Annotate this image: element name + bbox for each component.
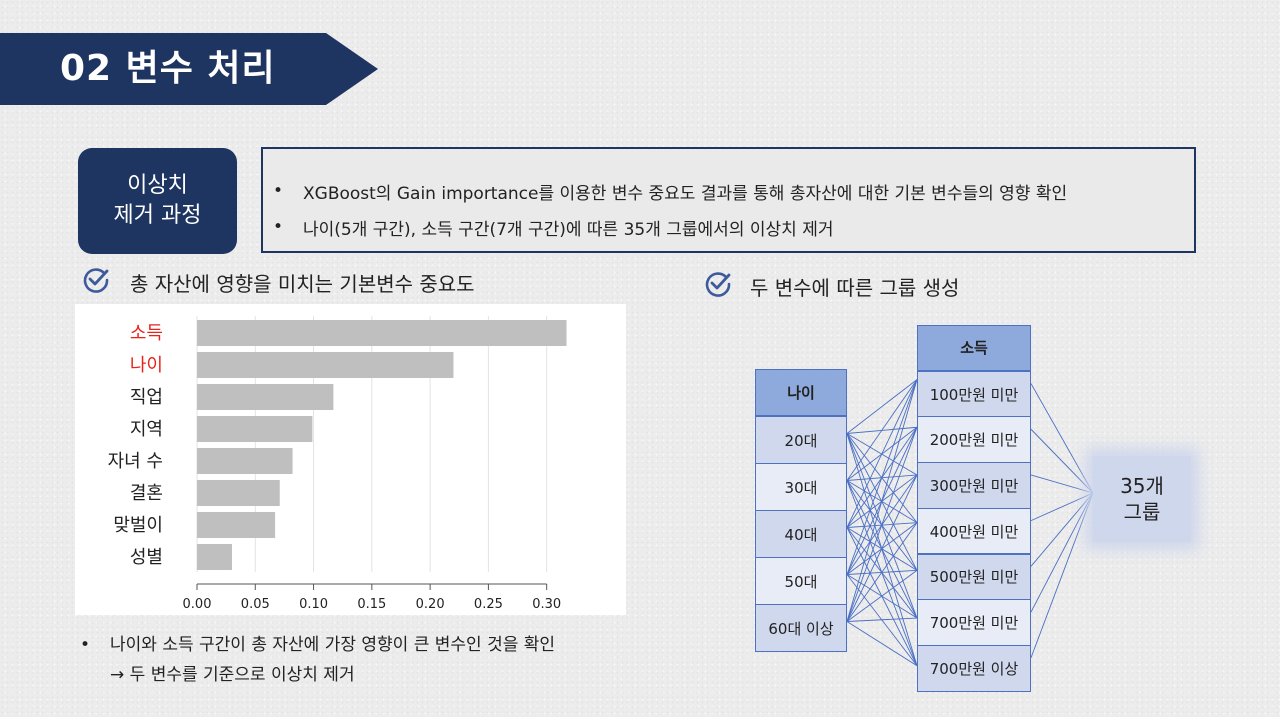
bar <box>197 544 232 570</box>
category-label: 자녀 수 <box>108 451 163 472</box>
bullet: • <box>273 217 284 237</box>
x-tick-label: 0.00 <box>183 597 212 612</box>
result-link-line <box>1030 383 1094 494</box>
age-group-box: 50대 <box>755 557 847 605</box>
badge-line-2: 제거 과정 <box>113 203 202 228</box>
result-link-line <box>1030 474 1094 494</box>
income-header: 소득 <box>917 325 1031 371</box>
income-group-box: 100만원 미만 <box>917 370 1031 418</box>
bar <box>197 384 334 410</box>
info-item: • XGBoost의 Gain importance를 이용한 변수 중요도 결… <box>273 173 1194 209</box>
link-line <box>846 379 918 481</box>
income-group-box: 700만원 이상 <box>917 644 1031 692</box>
category-label: 직업 <box>130 387 163 408</box>
bar <box>197 448 293 474</box>
check-circle-icon <box>83 268 109 293</box>
age-header: 나이 <box>755 369 847 416</box>
result-link-line <box>1030 492 1094 613</box>
info-text-1: XGBoost의 Gain importance를 이용한 변수 중요도 결과를… <box>303 183 1068 204</box>
connection-lines <box>846 379 1094 667</box>
bar <box>197 512 276 538</box>
result-label: 그룹 <box>1123 500 1161 524</box>
badge-line-1: 이상치 <box>127 173 188 198</box>
category-label: 소득 <box>130 323 163 344</box>
category-label: 결혼 <box>130 483 163 504</box>
category-label: 맞벌이 <box>113 515 163 536</box>
age-group-box: 60대 이상 <box>755 604 847 652</box>
group-diagram: 나이 20대 30대 40대 50대 60대 이상 소득 100만원 미만 200만원 미만 30… <box>755 325 1195 695</box>
result-link-line <box>1030 428 1094 494</box>
bar <box>197 416 313 442</box>
link-line <box>846 379 918 528</box>
link-line <box>846 522 918 622</box>
bar <box>197 320 567 346</box>
income-group-box: 400만원 미만 <box>917 507 1031 555</box>
x-tick-label: 0.25 <box>474 597 503 612</box>
category-label: 나이 <box>130 355 163 376</box>
category-label: 성별 <box>130 547 163 568</box>
page-title: 02 변수 처리 <box>60 48 276 89</box>
bar <box>197 352 454 378</box>
x-tick-label: 0.30 <box>532 597 561 612</box>
group-section-title: 두 변수에 따른 그룹 생성 <box>750 276 960 300</box>
x-tick-label: 0.15 <box>357 597 386 612</box>
section-banner: 02 변수 처리 <box>0 33 378 105</box>
process-badge: 이상치 제거 과정 <box>78 148 237 254</box>
banner-shape <box>0 33 378 105</box>
income-group-box: 200만원 미만 <box>917 416 1031 464</box>
link-line <box>846 379 918 575</box>
link-line <box>846 474 918 622</box>
info-item: • 나이(5개 구간), 소득 구간(7개 구간)에 따른 35개 그룹에서의 … <box>273 209 1194 245</box>
note-line-2: → 두 변수를 기준으로 이상치 제거 <box>110 665 355 685</box>
age-group-box: 40대 <box>755 510 847 558</box>
link-line <box>846 379 918 622</box>
link-line <box>846 569 918 622</box>
result-link-line <box>1030 492 1094 522</box>
link-line <box>846 617 918 622</box>
link-line <box>846 621 918 667</box>
age-group-box: 20대 <box>755 416 847 464</box>
bullet: • <box>273 181 284 201</box>
bar <box>197 480 280 506</box>
x-tick-label: 0.10 <box>299 597 328 612</box>
link-line <box>846 427 918 622</box>
income-group-box: 700만원 미만 <box>917 599 1031 646</box>
result-group-box: 35개 그룹 <box>1093 456 1191 542</box>
link-line <box>846 379 918 434</box>
check-circle-icon <box>705 272 731 297</box>
note-line-1: 나이와 소득 구간이 총 자산에 가장 영향이 큰 변수인 것을 확인 <box>110 635 556 655</box>
category-label: 지역 <box>130 419 163 440</box>
bullet: • <box>80 635 91 655</box>
result-link-line <box>1030 492 1094 658</box>
x-tick-label: 0.20 <box>416 597 445 612</box>
result-count: 35개 <box>1120 474 1164 498</box>
conclusion-note: • 나이와 소득 구간이 총 자산에 가장 영향이 큰 변수인 것을 확인 → 두… <box>80 630 555 690</box>
income-group-box: 300만원 미만 <box>917 462 1031 509</box>
income-group-box: 500만원 미만 <box>917 553 1031 601</box>
info-box: • XGBoost의 Gain importance를 이용한 변수 중요도 결… <box>261 147 1196 253</box>
age-group-box: 30대 <box>755 463 847 511</box>
info-text-2: 나이(5개 구간), 소득 구간(7개 구간)에 따른 35개 그룹에서의 이상… <box>303 219 834 240</box>
result-link-line <box>1030 492 1094 567</box>
importance-section-title: 총 자산에 영향을 미치는 기본변수 중요도 <box>130 272 475 296</box>
x-tick-label: 0.05 <box>241 597 270 612</box>
